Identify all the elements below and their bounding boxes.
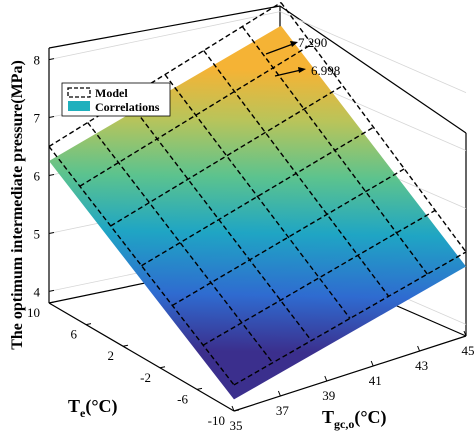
annotation-arrow-2 (274, 69, 302, 77)
z-axis-label: The optimum intermediate pressure(MPa) (9, 60, 26, 350)
z-tick-mark (48, 116, 55, 119)
annotation-arrowhead-1 (290, 41, 298, 47)
grid-line-left-wall (48, 11, 281, 60)
x-tick-mark (48, 301, 55, 304)
annotations: 7.290 6.998 (265, 35, 340, 78)
back-top-left-edge (48, 5, 281, 49)
y-tick-label: 35 (230, 418, 243, 433)
y-tick-mark (463, 330, 467, 337)
y-tick-mark (231, 405, 235, 412)
x-tick-mark (85, 323, 92, 326)
y-tick-label: 39 (322, 388, 335, 403)
x-tick-mark (196, 387, 203, 390)
model-grid-line (202, 209, 436, 346)
x-tick-label: -6 (177, 391, 188, 406)
model-wireframe (48, 1, 467, 386)
annotation-label-2: 6.998 (311, 63, 340, 78)
x-tick-label: 6 (71, 327, 78, 342)
legend-swatch-model (67, 87, 91, 98)
y-tick-mark (370, 360, 374, 367)
z-tick-mark (48, 58, 55, 61)
x-tick-mark (122, 344, 129, 347)
x-axis-label-unit: (°C) (85, 396, 117, 417)
back-top-right-edge (279, 5, 467, 134)
x-axis-label-sub: e (80, 406, 86, 420)
model-grid-line (171, 168, 405, 307)
legend-label-model: Model (95, 86, 128, 100)
z-tick-mark (48, 289, 55, 292)
y-tick-label: 45 (462, 343, 474, 358)
y-axis-label-unit: (°C) (354, 407, 386, 428)
y-axis-label-main: T (322, 407, 334, 427)
x-tick-mark (159, 366, 166, 369)
y-tick-mark (417, 345, 421, 352)
z-tick-label: 8 (34, 53, 41, 68)
y-tick-label: 43 (415, 358, 428, 373)
z-tick-label: 4 (34, 284, 41, 299)
legend-label-correlations: Correlations (95, 100, 160, 114)
legend-swatch-correlations (68, 101, 90, 111)
x-tick-mark (233, 409, 240, 412)
y-axis-label-sub: gc,o (334, 417, 354, 431)
x-axis-label: Te(°C) (68, 396, 118, 420)
z-tick-label: 6 (34, 169, 41, 184)
model-grid-line (164, 74, 351, 319)
grid-line-right-wall (279, 11, 467, 93)
z-tick-mark (48, 174, 55, 176)
floor-left-edge (48, 302, 235, 412)
model-grid-line (241, 26, 428, 275)
annotation-arrowhead-2 (298, 67, 306, 73)
y-axis-label: Tgc,o(°C) (322, 407, 387, 431)
y-tick-mark (277, 390, 281, 397)
correlations-surface (49, 25, 466, 400)
annotation-arrow-1 (265, 43, 294, 55)
y-tick-mark (324, 375, 328, 382)
x-tick-label: -2 (140, 370, 151, 385)
y-tick-label: 41 (369, 373, 382, 388)
x-axis-label-main: T (68, 396, 80, 416)
z-tick-mark (48, 231, 55, 234)
annotation-label-1: 7.290 (298, 35, 327, 50)
x-tick-label: 10 (27, 305, 40, 320)
z-tick-label: 5 (34, 226, 41, 241)
x-tick-label: -10 (208, 413, 225, 428)
y-tick-label: 37 (276, 403, 290, 418)
legend: Model Correlations (61, 82, 171, 117)
model-grid-line (233, 251, 467, 386)
floor-front-edge (233, 335, 467, 412)
model-grid-line (110, 85, 344, 227)
model-grid-line (280, 2, 467, 253)
x-tick-label: 2 (108, 348, 115, 363)
z-tick-label: 7 (34, 111, 41, 126)
